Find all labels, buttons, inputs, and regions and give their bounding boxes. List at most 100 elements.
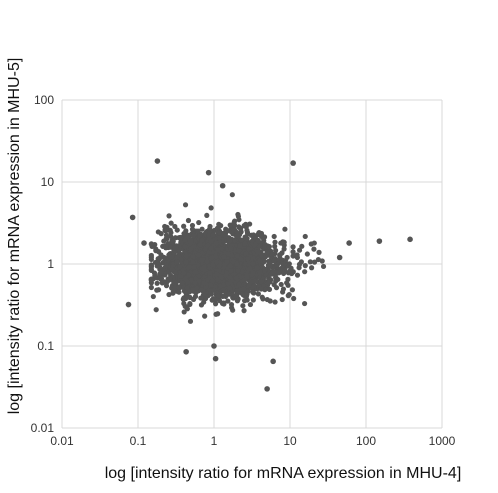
cluster-point <box>214 259 220 265</box>
cluster-point <box>236 217 242 223</box>
cluster-point <box>241 308 247 314</box>
cluster-point <box>234 298 241 304</box>
cluster-point <box>152 274 159 280</box>
cluster-point <box>309 265 315 271</box>
cluster-point <box>204 212 210 219</box>
cluster-point <box>302 300 308 307</box>
cluster-point <box>266 286 273 292</box>
cluster-point <box>190 253 196 260</box>
cluster-point <box>282 226 288 232</box>
cluster-point <box>204 258 210 265</box>
cluster-point <box>316 249 322 255</box>
cluster-point <box>192 269 198 275</box>
cluster-point <box>183 253 190 259</box>
cluster-point <box>188 237 195 244</box>
cluster-point <box>307 259 313 265</box>
cluster-point <box>238 225 244 232</box>
cluster-point <box>266 243 272 250</box>
cluster-point <box>213 271 220 277</box>
cluster-point <box>260 296 266 302</box>
cluster-point <box>206 228 213 234</box>
cluster-point <box>222 233 229 239</box>
cluster-point <box>165 269 172 275</box>
cluster-point <box>234 253 240 259</box>
x-tick-label: 1000 <box>429 434 456 448</box>
cluster-point <box>151 270 158 276</box>
cluster-point <box>190 287 196 293</box>
cluster-point <box>212 301 219 307</box>
cluster-point <box>272 243 278 249</box>
cluster-point <box>185 279 191 286</box>
cluster-point <box>236 281 242 288</box>
cluster-point <box>155 287 162 293</box>
cluster-point <box>244 227 250 233</box>
data-point <box>219 182 226 189</box>
cluster-point <box>250 289 256 295</box>
data-point <box>336 254 343 261</box>
cluster-point <box>244 274 250 280</box>
cluster-point <box>191 264 197 270</box>
cluster-point <box>271 233 277 240</box>
cluster-point <box>276 270 282 276</box>
cluster-point <box>281 239 287 245</box>
cluster-point <box>236 247 242 254</box>
y-tick-label: 10 <box>41 175 55 189</box>
cluster-point <box>161 238 167 244</box>
y-tick-label: 0.01 <box>31 421 55 435</box>
cluster-point <box>248 278 254 284</box>
cluster-point <box>182 202 189 208</box>
cluster-point <box>187 318 194 324</box>
cluster-point <box>192 237 198 243</box>
cluster-point <box>275 276 281 283</box>
cluster-point <box>250 260 256 267</box>
cluster-point <box>302 263 308 269</box>
cluster-point <box>276 257 282 263</box>
x-tick-label: 0.1 <box>130 434 147 448</box>
cluster-point <box>195 228 201 234</box>
cluster-point <box>227 274 233 281</box>
cluster-point <box>184 285 190 291</box>
cluster-point <box>168 233 174 239</box>
cluster-point <box>255 237 261 244</box>
cluster-point <box>228 268 234 274</box>
cluster-point <box>154 280 160 286</box>
data-point <box>205 169 212 176</box>
cluster-point <box>209 278 216 284</box>
cluster-point <box>320 263 327 270</box>
cluster-point <box>262 267 268 273</box>
cluster-point <box>181 231 187 237</box>
cluster-point <box>302 233 308 240</box>
cluster-point <box>235 211 241 218</box>
cluster-point <box>148 241 154 247</box>
cluster-point <box>227 263 233 269</box>
cluster-point <box>214 276 221 283</box>
cluster-point <box>241 223 247 229</box>
data-point <box>376 238 383 244</box>
data-point <box>212 355 219 362</box>
cluster-point <box>182 237 188 243</box>
cluster-point <box>319 258 325 264</box>
cluster-point <box>163 262 169 269</box>
cluster-point <box>176 284 182 290</box>
cluster-point <box>244 292 250 298</box>
cluster-point <box>169 266 175 273</box>
cluster-point <box>289 287 296 293</box>
cluster-point <box>185 217 192 224</box>
cluster-point <box>148 256 154 262</box>
cluster-point <box>311 246 317 252</box>
cluster-point <box>227 285 233 291</box>
cluster-point <box>181 223 187 229</box>
cluster-point <box>183 259 189 265</box>
y-axis-label: log [intensity ratio for mRNA expression… <box>6 58 23 415</box>
cluster-point <box>271 282 277 288</box>
data-point <box>346 240 352 246</box>
cluster-point <box>299 243 305 249</box>
cluster-point <box>210 287 217 293</box>
cluster-point <box>204 242 211 249</box>
cluster-point <box>257 258 263 264</box>
cluster-point <box>167 276 173 282</box>
cluster-point <box>247 266 253 272</box>
cluster-point <box>158 275 165 281</box>
cluster-point <box>176 289 182 295</box>
cluster-point <box>163 227 170 234</box>
